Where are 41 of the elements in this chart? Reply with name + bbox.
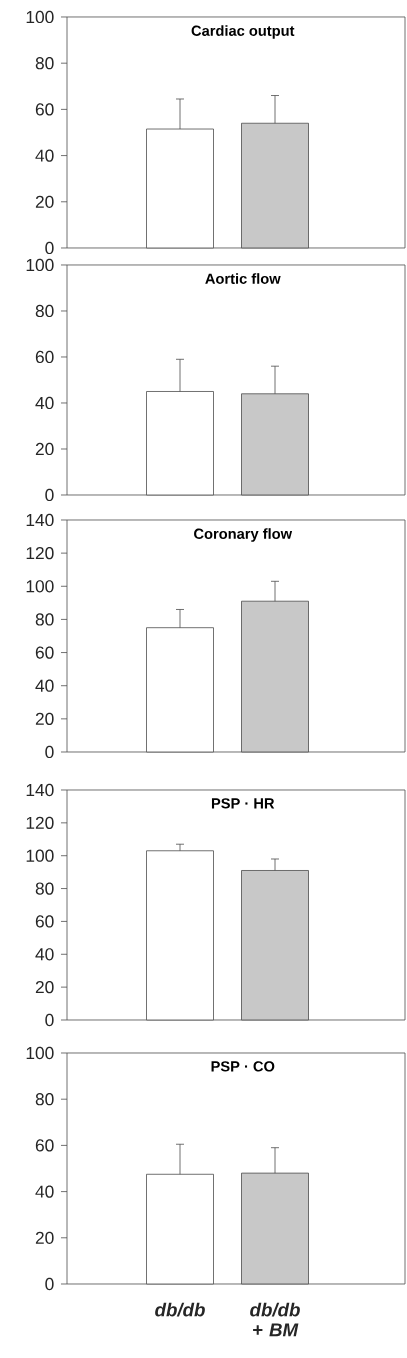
y-tick-label: 80 [35,613,54,626]
y-tick-label: 20 [35,980,54,994]
y-tick-label: 20 [35,442,54,456]
y-tick-label: 100 [26,258,54,272]
y-tick-label: 20 [35,1231,54,1244]
y-tick-label: 80 [35,882,54,895]
y-tick-label: 80 [35,304,54,318]
chart-title: Aortic flow [205,273,281,284]
y-tick-label: 100 [26,1046,54,1060]
y-tick-label: 20 [35,195,54,208]
chart-title: PSP · CO [211,1061,275,1072]
y-tick-label: 80 [35,1093,54,1106]
text: Cardiac output [191,25,295,39]
y-tick-label: 40 [35,396,54,410]
y-tick-label: 0 [45,241,54,255]
y-tick-label: 100 [26,849,54,862]
x-tick-label: db/db [155,1302,205,1317]
y-tick-label: 60 [35,915,54,928]
y-tick-label: 60 [35,103,54,116]
y-tick-label: 0 [45,745,54,759]
y-tick-label: 120 [26,816,54,829]
y-tick-label: 140 [26,513,54,527]
y-tick-label: 40 [35,948,54,961]
y-tick-label: 40 [35,1185,54,1198]
y-tick-label: 40 [35,149,54,162]
y-tick-label: 60 [35,646,54,659]
y-tick-label: 100 [26,10,54,24]
y-tick-label: 0 [45,488,54,502]
y-tick-label: 0 [45,1013,54,1027]
y-tick-label: 40 [35,679,54,692]
x-tick-label: db/db + BM [250,1302,300,1337]
y-tick-label: 80 [35,57,54,70]
y-tick-label: 20 [35,712,54,725]
y-tick-label: 100 [26,580,54,593]
y-tick-label: 140 [26,783,54,797]
y-tick-label: 120 [26,546,54,560]
y-tick-label: 0 [45,1277,54,1291]
y-tick-label: 60 [35,350,54,364]
chart-title: PSP · HR [211,798,275,809]
y-tick-label: 60 [35,1139,54,1152]
text: Coronary flow [194,528,293,542]
